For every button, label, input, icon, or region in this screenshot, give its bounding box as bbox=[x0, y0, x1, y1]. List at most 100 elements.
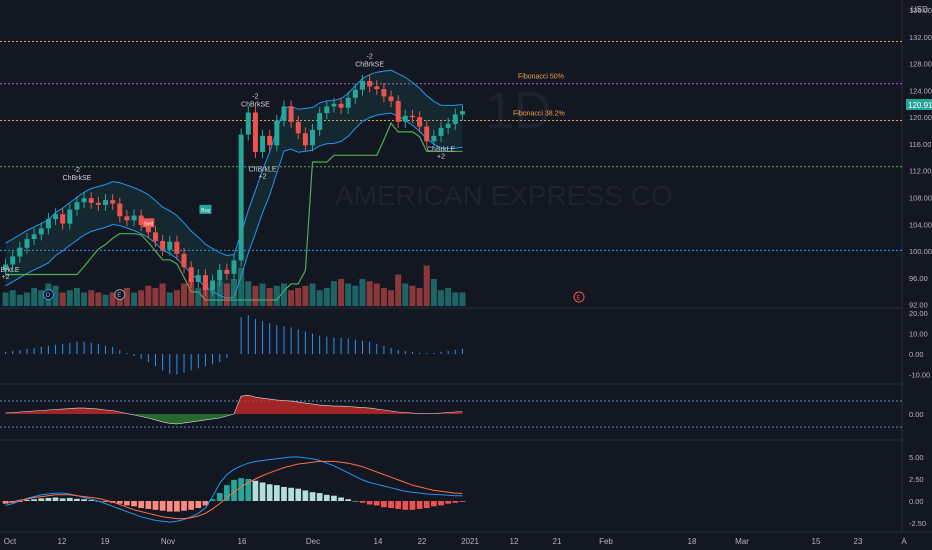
macd-histogram-bar bbox=[131, 501, 137, 507]
macd-histogram-bar bbox=[388, 501, 394, 509]
macd-line bbox=[5, 456, 463, 523]
macd-histogram-bar bbox=[24, 500, 30, 501]
macd-histogram-bar bbox=[266, 484, 273, 501]
momentum-tick-label: 0.00 bbox=[909, 350, 924, 359]
candle-body bbox=[17, 247, 23, 257]
volume-bar bbox=[81, 292, 88, 306]
candle-body bbox=[409, 115, 415, 118]
volume-bar bbox=[259, 283, 266, 306]
signal-value: -2 bbox=[252, 93, 258, 100]
event-marker bbox=[114, 289, 126, 301]
price-tick-label: 116.00 bbox=[909, 140, 931, 149]
macd-histogram-bar bbox=[88, 500, 95, 501]
macd-histogram-bar bbox=[181, 501, 187, 511]
time-tick-label: A bbox=[901, 537, 907, 546]
volume-bar bbox=[316, 290, 323, 306]
macd-histogram-bar bbox=[252, 480, 259, 501]
macd-tick-label: 0.00 bbox=[909, 497, 924, 506]
volume-bar bbox=[395, 274, 402, 306]
macd-histogram-bar bbox=[309, 492, 316, 501]
macd-histogram-bar bbox=[431, 501, 437, 507]
candle-body bbox=[402, 115, 408, 122]
candle-body bbox=[260, 135, 266, 152]
candle-body bbox=[310, 129, 316, 146]
signal-label: ChBrkLE bbox=[249, 167, 277, 174]
signal-label: ChBrkLE bbox=[427, 147, 455, 154]
signal-line bbox=[5, 460, 463, 520]
candle-body bbox=[295, 121, 301, 134]
candle-body bbox=[67, 209, 73, 224]
macd-histogram-bar bbox=[159, 501, 166, 511]
candle-body bbox=[38, 228, 44, 235]
fibonacci-label: Fibonacci 50% bbox=[518, 74, 564, 81]
price-tick-label: 100.00 bbox=[909, 247, 932, 256]
event-marker bbox=[573, 291, 585, 303]
oscillator-line bbox=[5, 394, 463, 425]
volume-bar bbox=[23, 292, 30, 306]
macd-histogram-bar bbox=[445, 501, 452, 504]
price-tick-label: 120.00 bbox=[909, 113, 932, 122]
candle-body bbox=[231, 260, 237, 274]
macd-histogram-bar bbox=[124, 501, 130, 506]
volume-bar bbox=[430, 279, 437, 306]
event-marker bbox=[42, 289, 54, 301]
candle-body bbox=[352, 89, 358, 98]
momentum-tick-label: -10.00 bbox=[909, 371, 930, 380]
candle-body bbox=[288, 106, 294, 122]
volume-bar bbox=[409, 285, 416, 306]
macd-histogram-bar bbox=[166, 501, 173, 512]
candle-body bbox=[302, 133, 308, 146]
momentum-histogram bbox=[5, 315, 463, 375]
macd-histogram-bar bbox=[59, 498, 66, 501]
event-marker-label: D bbox=[46, 293, 51, 299]
candle-body bbox=[245, 112, 251, 135]
macd-histogram-bar bbox=[174, 501, 180, 512]
watermark-interval: 1D bbox=[485, 82, 551, 140]
candle-body bbox=[331, 103, 337, 107]
candle-body bbox=[53, 214, 59, 219]
candle-body bbox=[31, 234, 37, 240]
volume-bar bbox=[52, 285, 59, 306]
time-tick-label: 12 bbox=[58, 537, 67, 546]
candle-body bbox=[95, 202, 101, 205]
candle-body bbox=[160, 241, 166, 250]
candle-body bbox=[224, 269, 230, 274]
time-tick-label: 19 bbox=[101, 537, 110, 546]
macd-histogram-bar bbox=[116, 501, 123, 504]
candle-body bbox=[388, 96, 394, 102]
time-tick-label: Dec bbox=[306, 537, 320, 546]
macd-histogram-bar bbox=[259, 482, 266, 501]
candle-body bbox=[152, 232, 158, 242]
macd-histogram-bar bbox=[331, 495, 337, 501]
momentum-tick-label: 10.00 bbox=[909, 330, 928, 339]
signal-tag-label: Buy bbox=[201, 208, 211, 214]
volume-bar bbox=[345, 283, 352, 306]
oscillator-pane bbox=[0, 394, 902, 428]
macd-histogram-bar bbox=[281, 486, 287, 501]
macd-histogram-bar bbox=[323, 494, 330, 501]
price-tick-label: 124.00 bbox=[909, 86, 932, 95]
candle-body bbox=[395, 101, 401, 122]
watermark-name: AMERICAN EXPRESS CO bbox=[335, 180, 673, 211]
volume-bar bbox=[366, 281, 373, 306]
candle-body bbox=[381, 89, 387, 97]
macd-histogram-bar bbox=[81, 499, 87, 501]
volume-bar bbox=[223, 283, 230, 306]
signal-tag bbox=[199, 204, 212, 214]
volume-bar bbox=[145, 285, 152, 306]
signal-value: -2 bbox=[367, 53, 373, 60]
volume-bar bbox=[131, 292, 138, 306]
candle-body bbox=[110, 200, 116, 204]
macd-histogram-bar bbox=[438, 501, 444, 506]
macd-histogram-bar bbox=[238, 478, 244, 501]
volume-bar bbox=[338, 279, 345, 306]
time-axis[interactable]: Oct 12 19 Nov 16 Dec 14 22 2021 12 21 Feb 18 Mar 15 23 A bbox=[4, 537, 908, 546]
last-price-tag bbox=[906, 99, 932, 110]
volume-bar bbox=[245, 281, 252, 306]
macd-histogram-bar bbox=[316, 493, 323, 501]
macd-histogram-bar bbox=[45, 497, 52, 501]
candle-body bbox=[138, 215, 144, 225]
price-axis[interactable]: 136.00 132.00 128.00 124.00 120.00 116.00 112.… bbox=[909, 6, 932, 528]
candle-body bbox=[267, 135, 273, 146]
